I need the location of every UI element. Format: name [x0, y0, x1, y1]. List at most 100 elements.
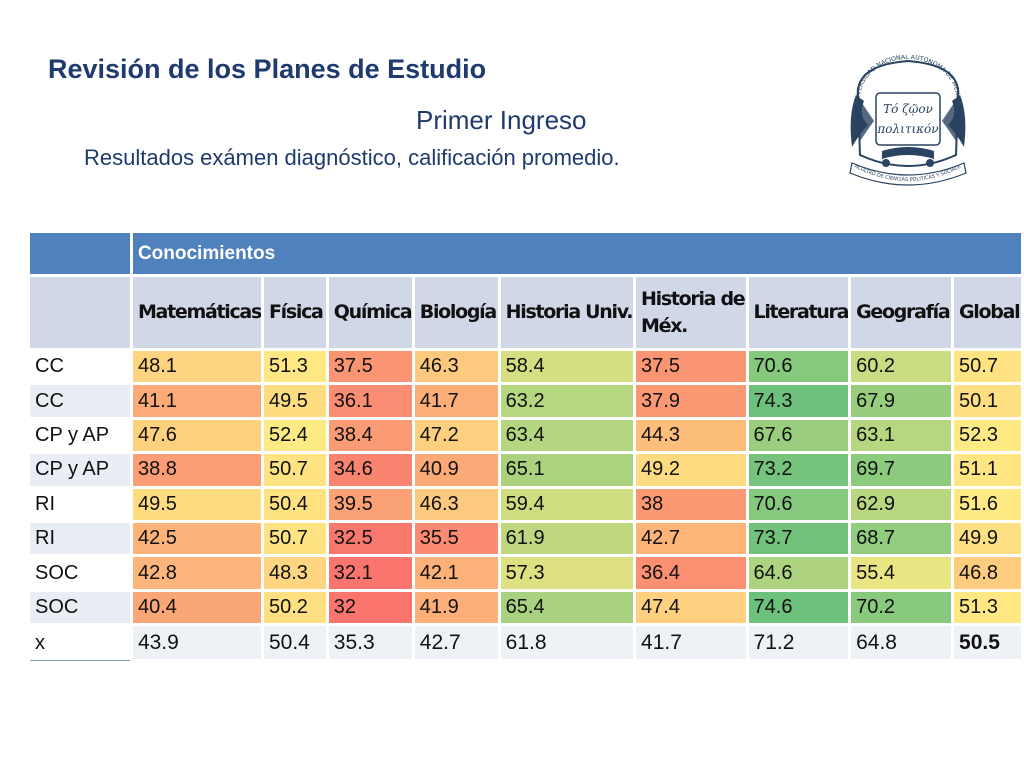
score-cell: 46.8 — [951, 554, 1024, 592]
table-row: CP y AP 47.6 52.4 38.4 47.2 63.4 44.3 67.6 63.1 5… — [27, 416, 1024, 455]
score-cell: 37.9 — [633, 382, 749, 420]
score-cell: 49.5 — [129, 485, 264, 523]
score-cell: 68.7 — [848, 519, 955, 558]
score-cell: 60.2 — [848, 347, 955, 386]
score-cell: 59.4 — [497, 485, 637, 523]
row-label: SOC — [27, 554, 133, 592]
slide-subtitle: Primer Ingreso — [416, 105, 587, 135]
score-cell: 50.7 — [260, 451, 329, 489]
score-cell: 63.4 — [497, 416, 637, 455]
score-cell: 41.9 — [411, 588, 501, 627]
table-row: RI 49.5 50.4 39.5 46.3 59.4 38 70.6 62.9 51.6 — [27, 485, 1024, 523]
column-header: Geografía — [848, 274, 955, 351]
svg-text:πολιτικόν: πολιτικόν — [876, 122, 938, 136]
score-cell: 37.5 — [633, 347, 749, 386]
column-header: Biología — [411, 274, 501, 351]
score-cell: 64.6 — [745, 554, 852, 592]
score-cell: 74.3 — [745, 382, 852, 420]
score-cell: 46.3 — [411, 485, 501, 523]
average-row-label: x — [27, 623, 133, 662]
score-cell: 73.7 — [745, 519, 852, 558]
score-cell: 36.1 — [325, 382, 415, 420]
row-label: RI — [27, 485, 133, 523]
score-cell: 48.1 — [129, 347, 264, 386]
score-cell: 74.6 — [745, 588, 852, 627]
slide-title: Revisión de los Planes de Estudio — [48, 54, 487, 84]
column-header: Matemáticas — [129, 274, 264, 351]
score-cell: 61.9 — [497, 519, 637, 558]
score-cell: 70.6 — [745, 347, 852, 386]
row-label: CC — [27, 347, 133, 386]
group-header-row: Conocimientos — [27, 230, 1024, 277]
score-cell: 50.7 — [951, 347, 1024, 386]
score-cell: 38.4 — [325, 416, 415, 455]
average-cell: 64.8 — [848, 623, 955, 663]
score-cell: 36.4 — [633, 554, 749, 592]
average-cell: 35.3 — [325, 623, 415, 663]
score-cell: 41.7 — [411, 382, 501, 420]
score-cell: 42.5 — [129, 519, 264, 558]
score-cell: 67.6 — [745, 416, 852, 455]
score-cell: 51.6 — [951, 485, 1024, 523]
score-cell: 32.5 — [325, 519, 415, 558]
svg-text:Τό ζῷον: Τό ζῷον — [883, 102, 933, 116]
score-cell: 63.1 — [848, 416, 955, 455]
column-header: Historia Univ. — [497, 274, 637, 351]
score-cell: 48.3 — [260, 554, 329, 592]
score-cell: 67.9 — [848, 382, 955, 420]
average-cell: 50.4 — [260, 623, 329, 663]
score-cell: 51.3 — [260, 347, 329, 386]
row-label: SOC — [27, 588, 133, 627]
average-cell: 61.8 — [497, 623, 637, 663]
score-cell: 35.5 — [411, 519, 501, 558]
score-cell: 58.4 — [497, 347, 637, 386]
score-cell: 63.2 — [497, 382, 637, 420]
score-cell: 41.1 — [129, 382, 264, 420]
score-cell: 50.7 — [260, 519, 329, 558]
column-header: Global — [951, 274, 1024, 351]
row-label: RI — [27, 519, 133, 558]
score-cell: 42.1 — [411, 554, 501, 592]
column-header: Química — [325, 274, 415, 351]
score-cell: 38 — [633, 485, 749, 523]
table-row: SOC 42.8 48.3 32.1 42.1 57.3 36.4 64.6 55.4 46.8 — [27, 554, 1024, 592]
average-cell: 71.2 — [745, 623, 852, 663]
row-label: CP y AP — [27, 416, 133, 455]
score-cell: 47.2 — [411, 416, 501, 455]
score-cell: 34.6 — [325, 451, 415, 489]
group-header-conocimientos: Conocimientos — [129, 230, 1024, 277]
score-cell: 51.3 — [951, 588, 1024, 627]
average-cell: 42.7 — [411, 623, 501, 663]
table-row: CC 48.1 51.3 37.5 46.3 58.4 37.5 70.6 60.2 50.7 — [27, 347, 1024, 386]
score-cell: 44.3 — [633, 416, 749, 455]
row-label: CP y AP — [27, 451, 133, 489]
score-cell: 50.2 — [260, 588, 329, 627]
score-cell: 39.5 — [325, 485, 415, 523]
score-cell: 49.5 — [260, 382, 329, 420]
score-cell: 38.8 — [129, 451, 264, 489]
table-row: CP y AP 38.8 50.7 34.6 40.9 65.1 49.2 73.2 69.7 5… — [27, 451, 1024, 489]
score-cell: 73.2 — [745, 451, 852, 489]
score-cell: 42.7 — [633, 519, 749, 558]
score-cell: 37.5 — [325, 347, 415, 386]
results-table: Conocimientos Matemáticas Física Química Bi… — [27, 230, 1024, 663]
slide-description: Resultados exámen diagnóstico, calificac… — [84, 145, 620, 170]
score-cell: 47.6 — [129, 416, 264, 455]
unam-fcpys-seal-logo: UNIVERSIDAD NACIONAL AUTONOMA DE MEXICO … — [846, 55, 967, 186]
score-cell: 62.9 — [848, 485, 955, 523]
table-row: SOC 40.4 50.2 32 41.9 65.4 47.4 74.6 70.2 51.3 — [27, 588, 1024, 627]
score-cell: 57.3 — [497, 554, 637, 592]
score-cell: 65.1 — [497, 451, 637, 489]
score-cell: 47.4 — [633, 588, 749, 627]
column-header: Historia de Méx. — [633, 274, 749, 351]
score-cell: 70.6 — [745, 485, 852, 523]
score-cell: 55.4 — [848, 554, 955, 592]
column-header-corner — [27, 274, 133, 351]
column-header: Física — [260, 274, 329, 351]
average-cell: 43.9 — [129, 623, 264, 663]
score-cell: 42.8 — [129, 554, 264, 592]
row-label: CC — [27, 382, 133, 420]
score-cell: 51.1 — [951, 451, 1024, 489]
column-header-row: Matemáticas Física Química Biología Historia… — [27, 274, 1024, 351]
column-header: Literatura — [745, 274, 852, 351]
